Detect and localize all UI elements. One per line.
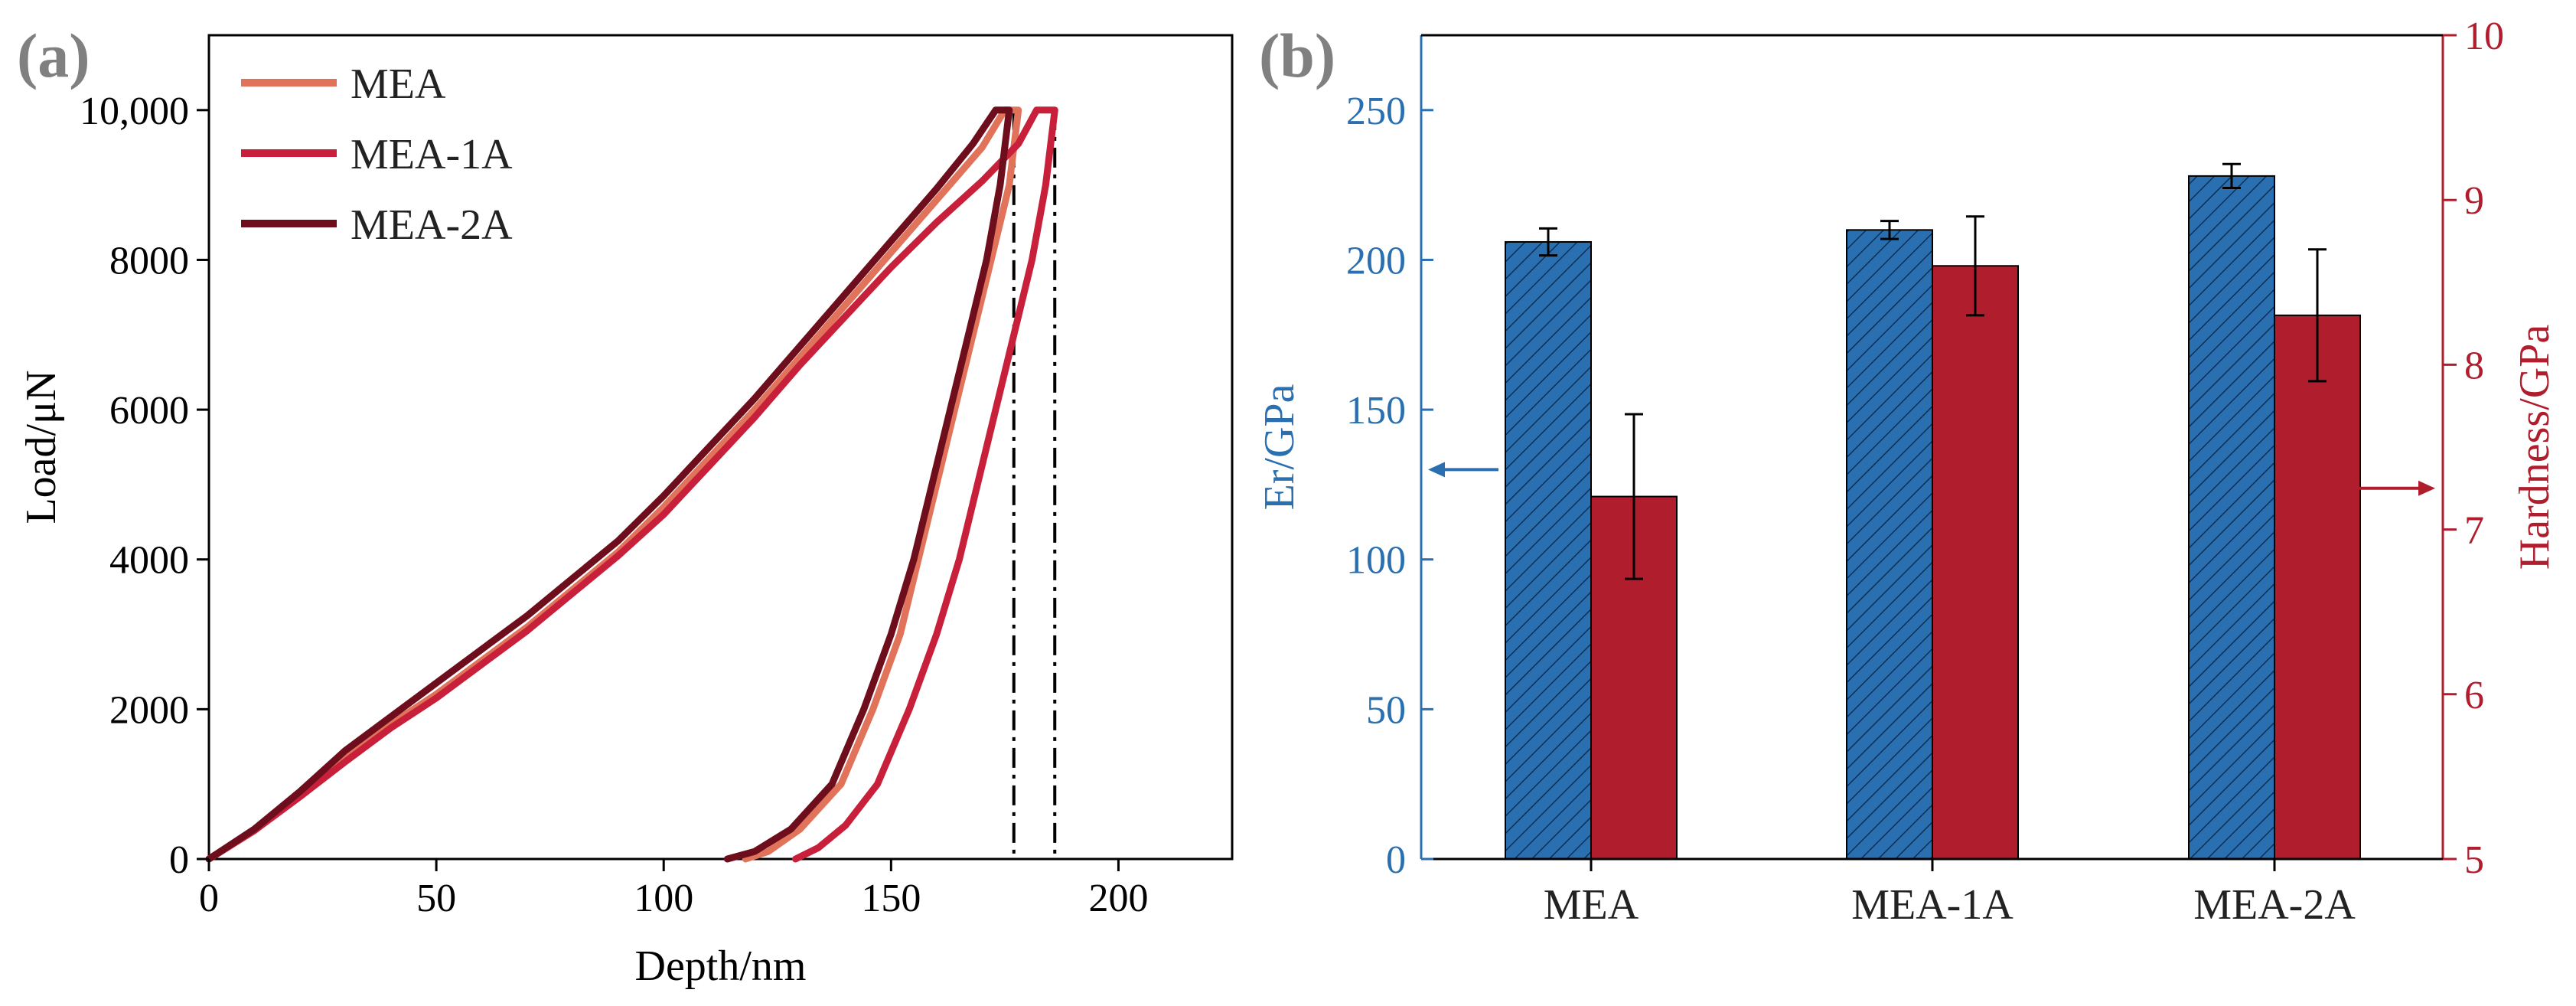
category-label-mea-1a: MEA-1A: [1851, 881, 2014, 929]
left-tick-label: 100: [1346, 539, 1406, 583]
y-tick-label: 2000: [109, 688, 189, 732]
legend-label-mea-2a: MEA-2A: [351, 201, 513, 249]
bar-hardness-mea-2a: [2274, 314, 2361, 860]
y-tick-label: 8000: [109, 239, 189, 283]
panel-b-category-labels: MEA MEA-1A MEA-2A: [1544, 859, 2356, 929]
bar-er-mea: [1505, 240, 1592, 860]
left-tick-label: 150: [1346, 389, 1406, 433]
left-tick-label: 50: [1366, 688, 1406, 732]
category-label-mea-2a: MEA-2A: [2193, 881, 2356, 929]
panel-a-load-depth-chart: (a) 0 50 100 150 200 0 2000 4000 6000 8000 10,000…: [17, 21, 1234, 990]
legend-label-mea: MEA: [351, 60, 446, 108]
bar-hardness-mea-1a: [1932, 265, 2019, 860]
x-tick-label: 100: [634, 877, 693, 920]
y-tick-label: 4000: [109, 539, 189, 583]
panel-a-label: (a): [17, 21, 90, 90]
panel-a-y-axis-title: Load/μN: [18, 370, 65, 524]
right-tick-label: 6: [2464, 674, 2484, 717]
right-tick-label: 9: [2464, 179, 2484, 223]
x-tick-label: 0: [199, 877, 219, 920]
panel-b-error-bars: [1539, 162, 2327, 580]
panel-a-y-ticks: 0 2000 4000 6000 8000 10,000: [80, 90, 209, 882]
panel-a-x-ticks: 0 50 100 150 200: [199, 859, 1148, 920]
curve-mea-1a: [205, 106, 1058, 863]
panel-a-curves: [205, 106, 1058, 863]
left-tick-label: 250: [1346, 90, 1406, 133]
panel-b-left-axis-title: Er/GPa: [1256, 384, 1303, 510]
left-tick-label: 200: [1346, 239, 1406, 283]
left-tick-label: 0: [1386, 838, 1406, 882]
right-tick-label: 10: [2464, 15, 2504, 58]
x-tick-label: 50: [416, 877, 456, 920]
y-tick-label: 0: [169, 838, 189, 882]
legend-label-mea-1a: MEA-1A: [351, 131, 513, 178]
panel-a-legend: MEA MEA-1A MEA-2A: [241, 60, 513, 249]
category-label-mea: MEA: [1544, 881, 1639, 929]
y-tick-label: 10,000: [80, 90, 189, 133]
right-tick-label: 7: [2464, 509, 2484, 553]
y-tick-label: 6000: [109, 389, 189, 433]
bar-er-mea-1a: [1846, 229, 1933, 860]
curve-mea-2a: [205, 106, 1013, 863]
panel-b-right-ticks: 5 6 7 8 9 10: [2443, 15, 2504, 882]
bar-er-mea-2a: [2188, 175, 2275, 860]
panel-b-axis-indicator-arrows: [1428, 462, 2435, 496]
panel-b-left-ticks: 0 50 100 150 200 250: [1346, 90, 1433, 882]
panel-a-x-axis-title: Depth/nm: [635, 942, 807, 990]
right-axis-arrow-head: [2418, 480, 2435, 496]
panel-b-label: (b): [1259, 21, 1335, 90]
panel-a-plot-frame: [207, 34, 1234, 861]
right-tick-label: 8: [2464, 344, 2484, 387]
left-axis-arrow-head: [1428, 462, 1445, 478]
x-tick-label: 200: [1088, 877, 1148, 920]
right-tick-label: 5: [2464, 838, 2484, 882]
panel-b-right-axis-title: Hardness/GPa: [2511, 325, 2558, 570]
x-tick-label: 150: [861, 877, 921, 920]
panel-a-reference-lines: [1012, 109, 1057, 859]
